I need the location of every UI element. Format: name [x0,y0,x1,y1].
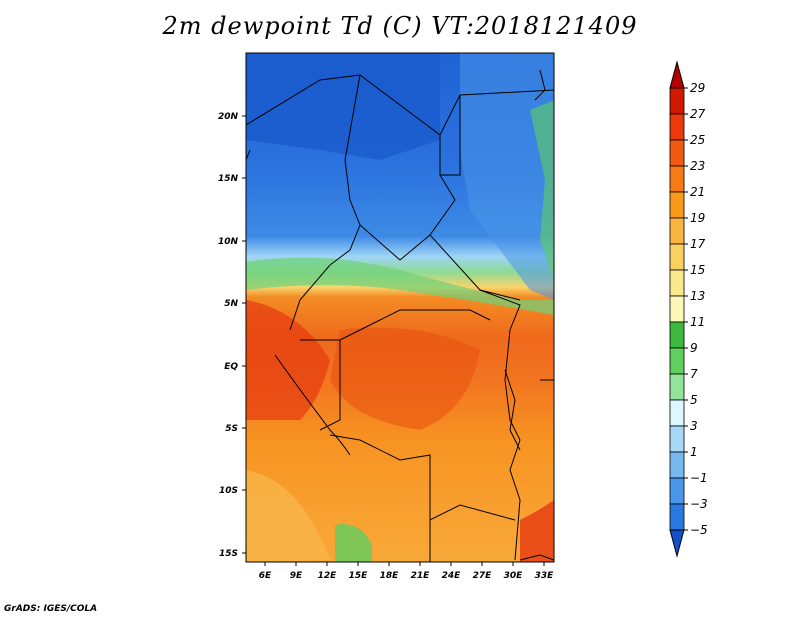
colorbar-swatch [669,477,685,505]
lon-label: 9E [290,571,303,581]
lon-label: 15E [349,571,369,581]
colorbar-swatch [669,269,685,297]
colorbar-swatch [669,217,685,245]
colorbar-label: 1 [690,445,698,459]
lat-label: 10S [219,486,238,496]
colorbar-swatch [669,399,685,427]
sahara-dry-core [246,53,440,160]
lat-label: EQ [224,362,238,372]
colorbar-label: 23 [690,159,705,173]
lon-label: 12E [318,571,338,581]
colorbar-label: −1 [690,471,708,485]
coastal-moist-zone [246,300,330,420]
colorbar-label: 15 [690,263,705,277]
colorbar-swatch [669,165,685,193]
lat-label: 20N [218,112,239,122]
colorbar-label: 19 [690,211,705,225]
colorbar-label: 25 [690,133,705,147]
colorbar-label: 11 [690,315,705,329]
moisture-boundary [246,257,554,315]
southwest-zone [246,470,330,562]
lon-label: 27E [473,571,493,581]
colorbar: 29 27 25 23 21 19 17 15 13 11 9 7 5 3 1 −1 −3 −5 [669,60,708,558]
colorbar-label: 21 [690,185,705,199]
colorbar-swatch [669,321,685,349]
colorbar-label: 17 [690,237,706,251]
colorbar-bottom-arrow [669,529,685,558]
lat-label: 5N [224,299,238,309]
colorbar-label: 7 [690,367,698,381]
colorbar-label: −5 [690,523,708,537]
colorbar-swatches [669,87,685,531]
lat-label: 15S [219,549,238,559]
credit-text: GrADS: IGES/COLA [4,604,98,614]
lon-label: 6E [259,571,272,581]
congo-basin-zone [330,327,480,430]
colorbar-label: 5 [690,393,698,407]
lat-label: 15N [218,174,239,184]
lat-label: 5S [225,424,238,434]
colorbar-top-arrow [669,60,685,89]
colorbar-swatch [669,347,685,375]
map-title: 2m dewpoint Td (C) VT:2018121409 [162,12,638,40]
colorbar-swatch [669,425,685,453]
colorbar-swatch [669,295,685,323]
colorbar-swatch [669,191,685,219]
lat-axis: 20N 15N 10N 5N EQ 5S 10S 15S [218,112,246,559]
plot-area [246,53,554,562]
colorbar-swatch [669,113,685,141]
colorbar-swatch [669,451,685,479]
lon-label: 33E [535,571,555,581]
colorbar-swatch [669,139,685,167]
colorbar-label: 13 [690,289,705,303]
colorbar-swatch [669,373,685,401]
lon-axis: 6E 9E 12E 15E 18E 21E 24E 27E 30E 33E [259,562,554,581]
colorbar-label: 27 [690,107,706,121]
lon-label: 18E [380,571,400,581]
colorbar-label: 29 [690,81,705,95]
colorbar-swatch [669,87,685,115]
south-green-patch [335,524,372,562]
lat-label: 10N [218,237,239,247]
colorbar-swatch [669,243,685,271]
lon-label: 24E [442,571,462,581]
red-sea-moist-strip [530,100,554,280]
colorbar-labels: 29 27 25 23 21 19 17 15 13 11 9 7 5 3 1 −1 −3 −5 [684,81,708,537]
colorbar-label: −3 [690,497,708,511]
lon-label: 21E [411,571,431,581]
plot-frame [245,52,555,563]
nile-moist-region [460,53,554,300]
colorbar-label: 3 [690,419,698,433]
country-borders [246,69,554,562]
colorbar-label: 9 [690,341,698,355]
southeast-zone [520,500,554,562]
colorbar-swatch [669,503,685,531]
lon-label: 30E [504,571,524,581]
